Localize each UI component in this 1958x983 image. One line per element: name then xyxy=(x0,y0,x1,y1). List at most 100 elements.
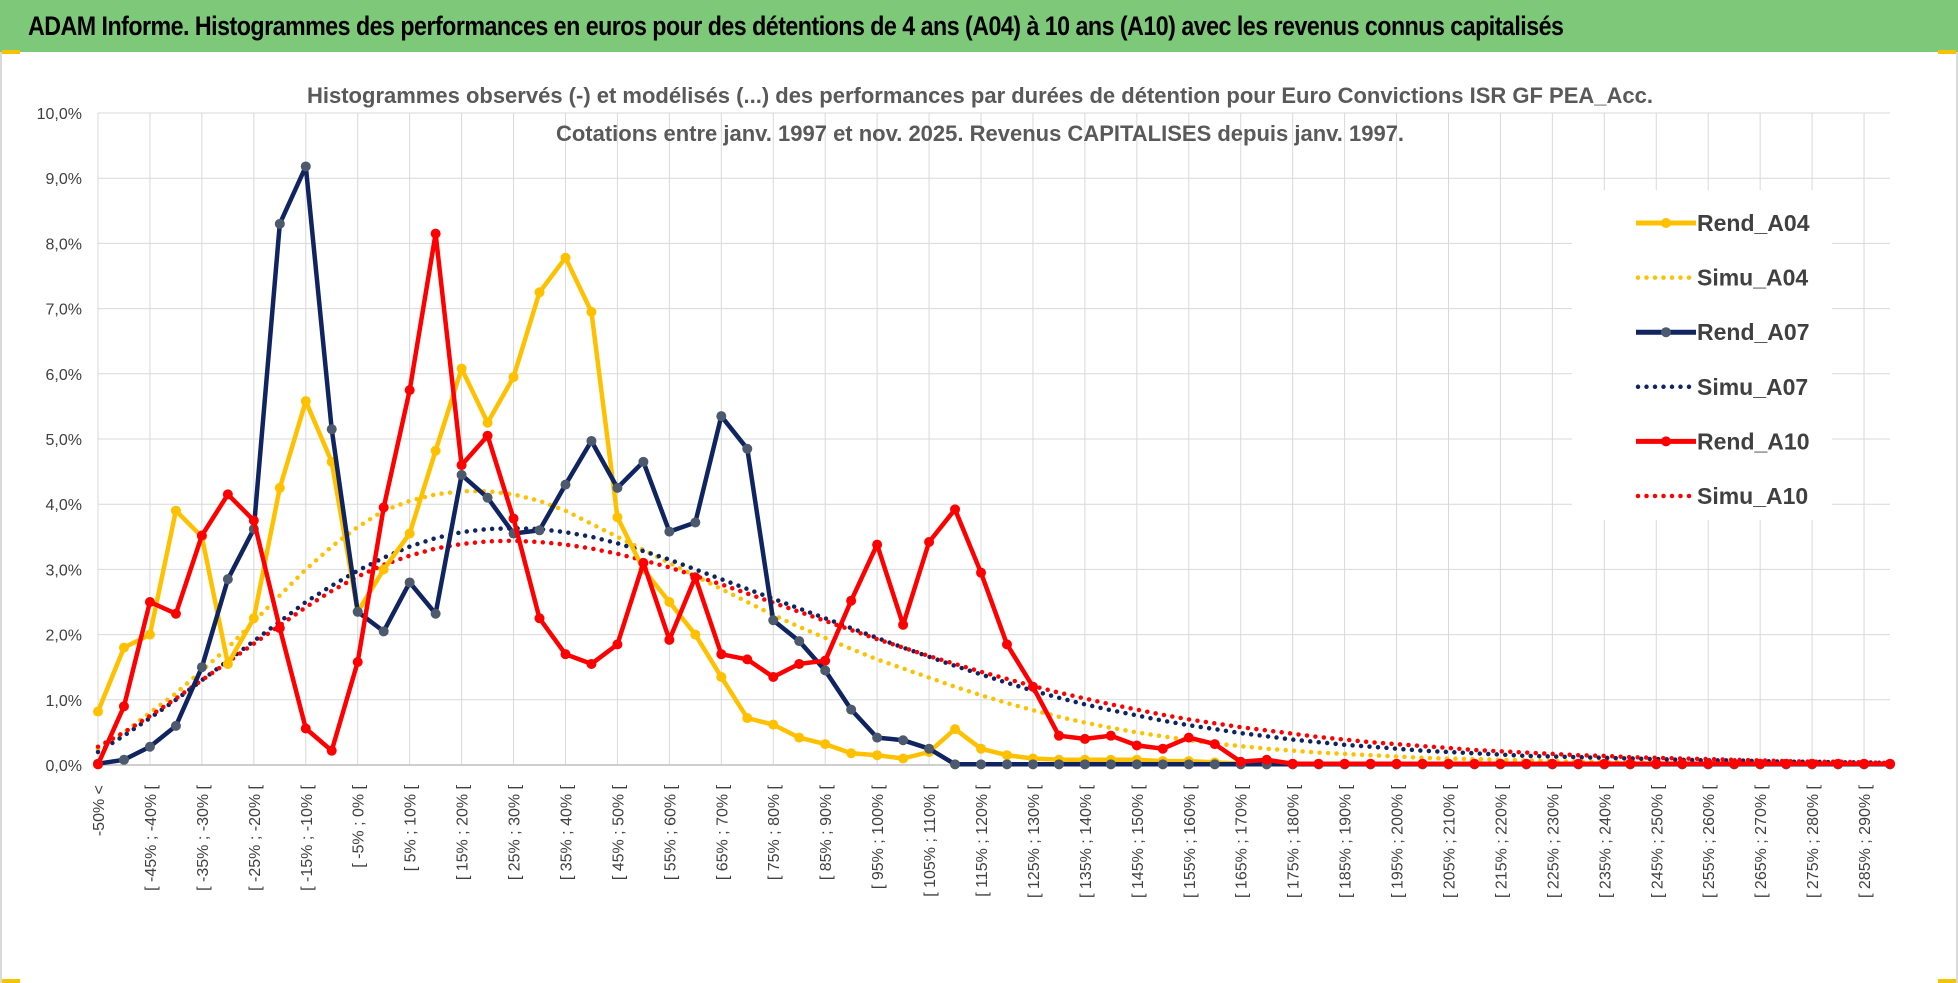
y-tick-label: 1,0% xyxy=(46,693,82,710)
data-point-rend-a07 xyxy=(352,606,363,617)
data-point-rend-a07 xyxy=(664,526,675,537)
data-point-rend-a07 xyxy=(222,574,233,585)
frame-corner-marker xyxy=(2,979,20,983)
data-point-rend-a04 xyxy=(612,512,623,523)
y-tick-label: 7,0% xyxy=(46,302,82,319)
report-banner: ADAM Informe. Histogrammes des performan… xyxy=(0,0,1958,52)
data-point-rend-a04 xyxy=(222,658,233,669)
data-point-rend-a10 xyxy=(664,634,675,645)
data-point-rend-a04 xyxy=(872,750,883,761)
data-point-rend-a10 xyxy=(534,613,545,624)
legend-label-simu-a04: Simu_A04 xyxy=(1697,265,1808,291)
data-point-rend-a07 xyxy=(820,665,831,676)
x-tick-label: [ 85% ; 90% [ xyxy=(818,784,835,880)
data-point-rend-a10 xyxy=(612,639,623,650)
data-point-rend-a07 xyxy=(794,636,805,647)
x-tick-label: [ 275% ; 280% [ xyxy=(1805,784,1822,898)
x-tick-label: [ 125% ; 130% [ xyxy=(1026,784,1043,898)
data-point-rend-a10 xyxy=(1807,758,1818,769)
data-point-rend-a07 xyxy=(118,754,129,765)
data-point-rend-a10 xyxy=(586,658,597,669)
data-point-rend-a04 xyxy=(534,287,545,298)
data-point-rend-a10 xyxy=(1183,732,1194,743)
x-tick-label: [ 35% ; 40% [ xyxy=(558,784,575,880)
data-point-rend-a07 xyxy=(612,482,623,493)
data-point-rend-a04 xyxy=(846,748,857,759)
data-point-rend-a10 xyxy=(1287,758,1298,769)
x-tick-label: [ 265% ; 270% [ xyxy=(1753,784,1770,898)
y-tick-label: 5,0% xyxy=(46,432,82,449)
data-point-rend-a10 xyxy=(1443,758,1454,769)
data-point-rend-a04 xyxy=(1001,750,1012,761)
data-point-rend-a04 xyxy=(950,724,961,735)
data-point-rend-a10 xyxy=(872,539,883,550)
data-point-rend-a07 xyxy=(404,577,415,588)
x-tick-label: [ 45% ; 50% [ xyxy=(610,784,627,880)
data-point-rend-a04 xyxy=(118,642,129,653)
data-point-rend-a07 xyxy=(144,741,155,752)
data-point-rend-a10 xyxy=(1079,733,1090,744)
x-tick-label: [ 135% ; 140% [ xyxy=(1078,784,1095,898)
data-point-rend-a04 xyxy=(430,445,441,456)
data-point-rend-a10 xyxy=(1755,758,1766,769)
data-point-rend-a07 xyxy=(742,443,753,454)
data-point-rend-a04 xyxy=(404,528,415,539)
x-tick-label: [ 105% ; 110% [ xyxy=(922,784,939,896)
data-point-rend-a07 xyxy=(1053,759,1064,770)
x-tick-label: [ 5% ; 10% [ xyxy=(403,784,420,871)
banner-title: ADAM Informe. Histogrammes des performan… xyxy=(28,10,1564,41)
x-tick-label: [ -25% ; -20% [ xyxy=(247,784,264,890)
legend-label-rend-a10: Rend_A10 xyxy=(1697,428,1809,454)
legend-marker-rend-a10 xyxy=(1661,436,1671,447)
data-point-rend-a10 xyxy=(924,537,935,548)
y-axis: 0,0% 1,0% 2,0% 3,0% 4,0% 5,0% 6,0% 7,0% 8,0% 9,0%… xyxy=(37,106,82,775)
data-point-rend-a10 xyxy=(716,649,727,660)
data-point-rend-a10 xyxy=(690,572,701,583)
data-point-rend-a10 xyxy=(560,649,571,660)
x-tick-label: [ 245% ; 250% [ xyxy=(1649,784,1666,898)
data-point-rend-a04 xyxy=(820,739,831,750)
x-tick-label: [ 285% ; 290% [ xyxy=(1857,784,1874,898)
data-point-rend-a10 xyxy=(1339,758,1350,769)
data-point-rend-a04 xyxy=(456,363,467,374)
data-point-rend-a07 xyxy=(950,759,961,770)
data-point-rend-a07 xyxy=(300,161,311,172)
data-point-rend-a10 xyxy=(1235,756,1246,767)
data-point-rend-a04 xyxy=(690,629,701,640)
y-tick-label: 3,0% xyxy=(46,562,82,579)
data-point-rend-a07 xyxy=(1027,759,1038,770)
data-point-rend-a07 xyxy=(1079,759,1090,770)
chart-frame xyxy=(0,50,1958,983)
y-tick-label: 6,0% xyxy=(46,367,82,384)
data-point-rend-a10 xyxy=(1131,740,1142,751)
legend-label-simu-a07: Simu_A07 xyxy=(1697,374,1808,400)
data-point-rend-a07 xyxy=(690,517,701,528)
data-point-rend-a10 xyxy=(1365,758,1376,769)
data-point-rend-a07 xyxy=(1183,759,1194,770)
x-tick-label: [ 215% ; 220% [ xyxy=(1493,784,1510,898)
series-line-rend-a10 xyxy=(95,231,1890,766)
legend: Rend_A04 Simu_A04 Rend_A07 Simu_A07 Rend_A10… xyxy=(1572,190,1832,520)
frame-corner-marker xyxy=(1938,50,1956,54)
x-tick-label: [ 205% ; 210% [ xyxy=(1441,784,1458,898)
data-point-rend-a10 xyxy=(1495,758,1506,769)
data-point-rend-a10 xyxy=(846,595,857,606)
data-point-rend-a10 xyxy=(794,658,805,669)
series-line-simu-a07 xyxy=(95,526,1893,766)
y-tick-label: 0,0% xyxy=(46,758,82,775)
data-point-rend-a07 xyxy=(170,720,181,731)
data-point-rend-a04 xyxy=(794,732,805,743)
data-point-rend-a10 xyxy=(1105,730,1116,741)
data-point-rend-a10 xyxy=(638,557,649,568)
legend-marker-rend-a04 xyxy=(1661,218,1671,228)
frame-corner-marker xyxy=(1938,979,1956,983)
y-tick-label: 9,0% xyxy=(46,171,82,188)
data-point-rend-a07 xyxy=(586,435,597,446)
data-point-rend-a10 xyxy=(326,745,337,756)
data-point-rend-a10 xyxy=(1651,758,1662,769)
data-point-rend-a07 xyxy=(976,759,987,770)
data-point-rend-a07 xyxy=(326,424,337,435)
data-point-rend-a10 xyxy=(976,567,987,578)
data-point-rend-a07 xyxy=(846,704,857,715)
data-point-rend-a07 xyxy=(768,615,779,626)
